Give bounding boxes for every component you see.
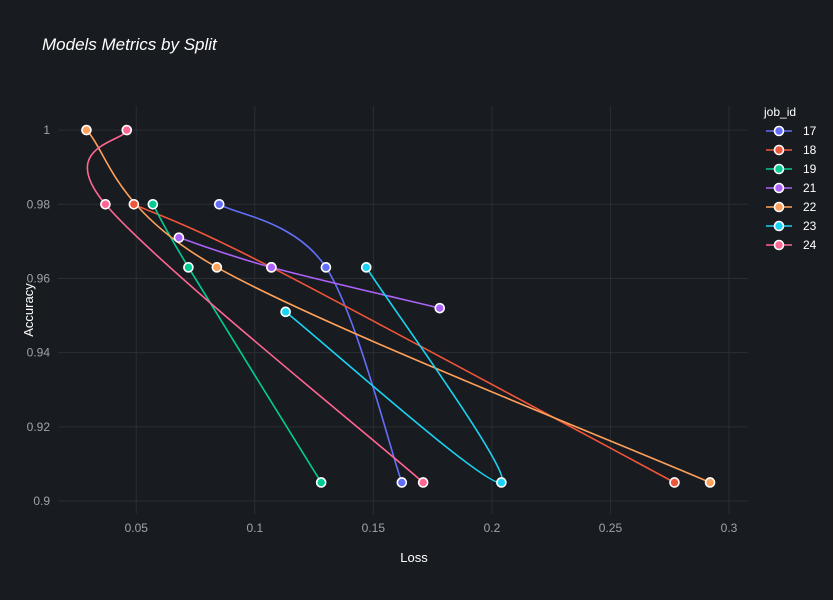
series-markers xyxy=(81,124,716,488)
data-point-18[interactable] xyxy=(128,198,140,210)
y-tick-label: 1 xyxy=(43,123,50,137)
x-axis-label: Loss xyxy=(400,550,428,565)
series-line-18 xyxy=(133,203,675,484)
data-point-24[interactable] xyxy=(121,124,133,136)
data-point-23[interactable] xyxy=(496,477,507,488)
data-point-23[interactable] xyxy=(360,262,372,273)
series-line-21 xyxy=(178,236,440,309)
data-point-24[interactable] xyxy=(417,477,429,488)
legend-item-22[interactable]: 22 xyxy=(766,200,817,214)
legend-item-24[interactable]: 24 xyxy=(766,238,817,252)
y-tick-label: 0.92 xyxy=(27,420,51,434)
y-tick-label: 0.96 xyxy=(27,271,51,285)
legend-item-18[interactable]: 18 xyxy=(766,143,817,157)
legend-label: 18 xyxy=(803,143,817,157)
legend-label: 23 xyxy=(803,219,817,233)
y-tick-label: 0.94 xyxy=(27,346,51,360)
y-tick-label: 0.9 xyxy=(33,494,50,508)
data-point-21[interactable] xyxy=(434,302,446,314)
legend-item-21[interactable]: 21 xyxy=(766,181,817,195)
data-point-21[interactable] xyxy=(173,232,185,243)
x-tick-label: 0.3 xyxy=(721,521,738,535)
legend-item-19[interactable]: 19 xyxy=(766,162,817,176)
x-axis-ticks: 0.05 0.1 0.15 0.2 0.25 0.3 xyxy=(125,521,738,535)
legend-label: 24 xyxy=(803,238,817,252)
series-line-23 xyxy=(285,266,504,484)
data-point-19[interactable] xyxy=(183,262,194,273)
series-line-24 xyxy=(86,129,424,484)
data-point-17[interactable] xyxy=(213,198,225,210)
x-tick-label: 0.2 xyxy=(484,521,501,535)
data-point-24[interactable] xyxy=(100,198,111,210)
legend-label: 21 xyxy=(803,181,817,195)
data-point-19[interactable] xyxy=(315,477,327,488)
legend-item-23[interactable]: 23 xyxy=(766,219,817,233)
legend-item-17[interactable]: 17 xyxy=(766,124,817,138)
legend-swatch-marker xyxy=(773,144,785,156)
x-tick-label: 0.25 xyxy=(599,521,623,535)
series-line-22 xyxy=(85,129,711,484)
data-point-22[interactable] xyxy=(211,262,223,273)
data-point-23[interactable] xyxy=(280,306,291,318)
legend-swatch-marker xyxy=(773,220,785,232)
legend-swatch-marker xyxy=(773,182,785,194)
series-line-17 xyxy=(218,203,403,483)
legend-swatch-marker xyxy=(773,239,785,251)
series-lines xyxy=(85,129,711,484)
x-tick-label: 0.1 xyxy=(246,521,263,535)
data-point-22[interactable] xyxy=(704,477,716,488)
legend-title: job_id xyxy=(763,105,796,119)
data-point-22[interactable] xyxy=(81,124,92,136)
legend-label: 17 xyxy=(803,124,817,138)
legend-label: 22 xyxy=(803,200,817,214)
legend-swatch-marker xyxy=(773,201,785,213)
chart-title: Models Metrics by Split xyxy=(42,35,218,54)
legend-swatch-marker xyxy=(773,125,785,137)
x-tick-label: 0.05 xyxy=(125,521,149,535)
x-tick-label: 0.15 xyxy=(362,521,386,535)
data-point-21[interactable] xyxy=(266,262,277,273)
data-point-18[interactable] xyxy=(669,477,680,488)
legend-label: 19 xyxy=(803,162,817,176)
y-tick-label: 0.98 xyxy=(27,197,51,211)
data-point-17[interactable] xyxy=(396,477,408,488)
data-point-19[interactable] xyxy=(147,198,159,210)
series-line-19 xyxy=(152,203,322,483)
y-axis-label: Accuracy xyxy=(21,283,36,337)
legend-swatch-marker xyxy=(773,163,785,175)
y-axis-ticks: 0.9 0.92 0.94 0.96 0.98 1 xyxy=(27,123,51,508)
data-point-17[interactable] xyxy=(320,262,332,273)
grid xyxy=(58,106,748,514)
legend[interactable]: job_id 17 18 19 21 22 23 24 xyxy=(763,105,817,252)
legend-items[interactable]: 17 18 19 21 22 23 24 xyxy=(766,124,817,252)
